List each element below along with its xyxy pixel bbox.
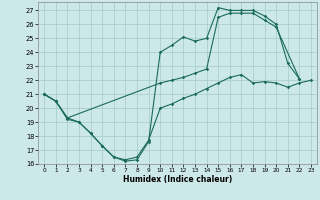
X-axis label: Humidex (Indice chaleur): Humidex (Indice chaleur) — [123, 175, 232, 184]
